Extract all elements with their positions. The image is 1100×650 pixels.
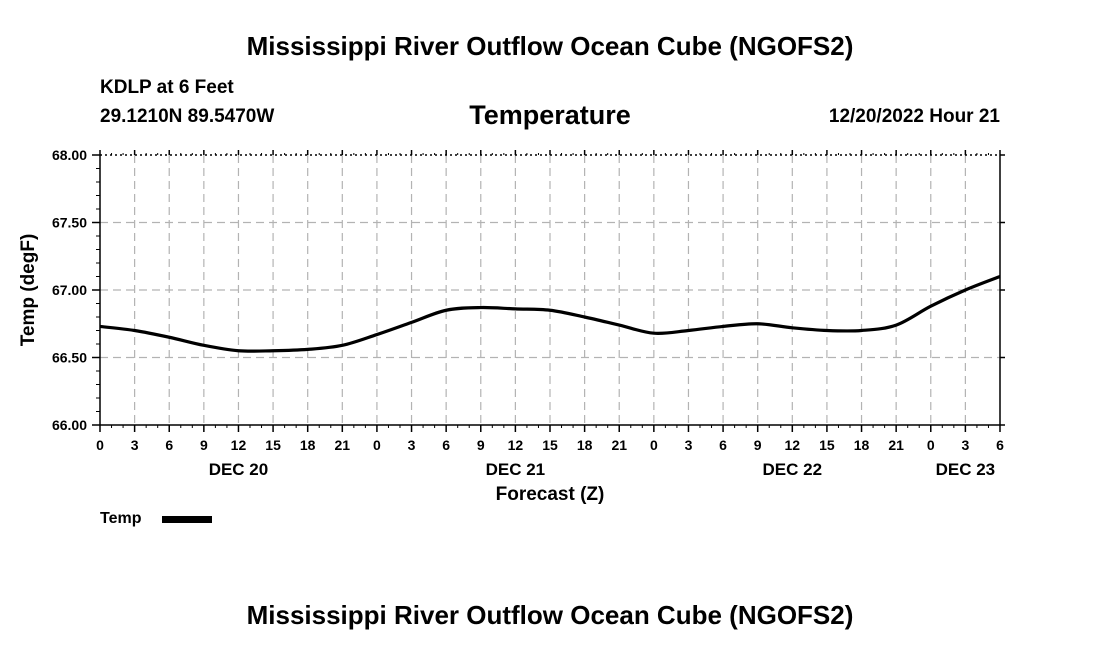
x-tick-label: 18 <box>300 437 316 453</box>
x-tick-label: 15 <box>542 437 558 453</box>
x-axis-title: Forecast (Z) <box>496 484 605 505</box>
y-axis-title: Temp (degF) <box>18 234 39 347</box>
page-title: Mississippi River Outflow Ocean Cube (NG… <box>246 31 854 61</box>
x-tick-label: 9 <box>200 437 208 453</box>
x-tick-label: 12 <box>785 437 801 453</box>
day-label: DEC 21 <box>486 460 546 479</box>
grid <box>100 155 1000 425</box>
x-tick-label: 15 <box>265 437 281 453</box>
x-tick-label: 3 <box>131 437 139 453</box>
x-tick-label: 12 <box>231 437 247 453</box>
x-tick-label: 3 <box>961 437 969 453</box>
x-tick-label: 9 <box>754 437 762 453</box>
axis-labels: Forecast (Z) Temp (degF) 0 3 6 9 12 15 18 21 0 3 6… <box>18 147 1004 505</box>
day-label: DEC 20 <box>209 460 269 479</box>
x-tick-label: 12 <box>508 437 524 453</box>
axes <box>92 150 1005 432</box>
x-tick-label: 21 <box>888 437 904 453</box>
x-tick-label: 3 <box>685 437 693 453</box>
y-tick-label: 67.50 <box>52 215 87 231</box>
x-tick-label: 0 <box>650 437 658 453</box>
x-tick-label: 18 <box>854 437 870 453</box>
x-tick-label: 0 <box>927 437 935 453</box>
y-tick-label: 66.00 <box>52 417 87 433</box>
day-label: DEC 22 <box>763 460 823 479</box>
station-name: KDLP at 6 Feet <box>100 77 234 98</box>
x-tick-label: 6 <box>719 437 727 453</box>
x-tick-label: 0 <box>96 437 104 453</box>
series <box>99 275 1001 353</box>
x-tick-label: 21 <box>611 437 627 453</box>
y-tick-label: 68.00 <box>52 147 87 163</box>
x-tick-label: 15 <box>819 437 835 453</box>
footer-title: Mississippi River Outflow Ocean Cube (NG… <box>246 600 854 630</box>
x-tick-label: 0 <box>373 437 381 453</box>
x-tick-label: 9 <box>477 437 485 453</box>
x-tick-label: 21 <box>335 437 351 453</box>
station-coordinates: 29.1210N 89.5470W <box>100 106 275 127</box>
y-tick-label: 67.00 <box>52 282 87 298</box>
chart-title: Temperature <box>469 100 631 130</box>
chart-datetime: 12/20/2022 Hour 21 <box>828 106 1000 127</box>
x-tick-label: 6 <box>442 437 450 453</box>
y-tick-label: 66.50 <box>52 350 87 366</box>
day-label: DEC 23 <box>936 460 996 479</box>
x-tick-label: 3 <box>408 437 416 453</box>
x-tick-label: 6 <box>165 437 173 453</box>
x-tick-label: 18 <box>577 437 593 453</box>
temp-series-line <box>99 275 1001 353</box>
x-tick-label: 6 <box>996 437 1004 453</box>
legend-label: Temp <box>100 510 142 527</box>
legend-swatch <box>162 516 212 523</box>
